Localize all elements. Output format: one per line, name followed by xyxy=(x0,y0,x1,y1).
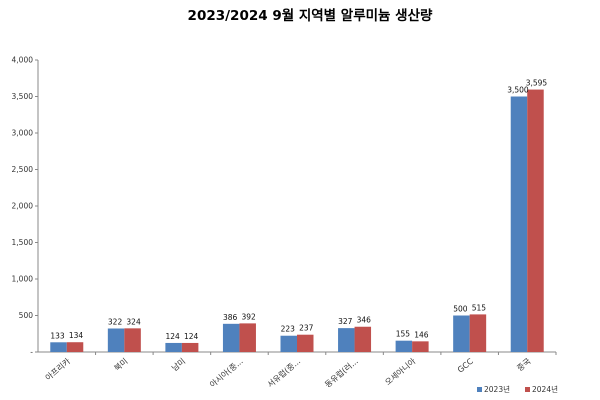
bar xyxy=(124,328,141,352)
x-tick-label: 서유럽(중... xyxy=(266,357,303,390)
bar xyxy=(66,342,84,352)
legend-label: 2024년 xyxy=(532,384,558,394)
x-tick-label: 동유럽(러... xyxy=(323,357,360,390)
data-label: 386 xyxy=(223,313,238,322)
y-tick-label: 2,500 xyxy=(12,165,34,174)
y-tick-label: 1,500 xyxy=(12,238,34,247)
bar xyxy=(412,341,429,352)
bar xyxy=(107,328,125,352)
data-label: 124 xyxy=(184,332,199,341)
data-label: 515 xyxy=(472,303,487,312)
data-label: 237 xyxy=(299,324,314,333)
data-label: 133 xyxy=(50,331,65,340)
bar xyxy=(297,334,314,352)
data-label: 223 xyxy=(281,325,296,334)
bar xyxy=(453,315,470,352)
bar xyxy=(354,326,372,352)
y-tick-label: 500 xyxy=(19,311,34,320)
y-tick-label: 3,000 xyxy=(12,129,34,138)
y-tick-label: 1,000 xyxy=(12,275,34,284)
data-label: 322 xyxy=(108,317,123,326)
data-label: 124 xyxy=(165,332,180,341)
x-tick-label: 중국 xyxy=(515,357,532,373)
y-tick-label: 4,000 xyxy=(12,56,34,65)
data-label: 392 xyxy=(242,312,257,321)
data-label: 500 xyxy=(453,305,468,314)
y-tick-label: - xyxy=(30,348,33,357)
legend: 2023년 2024년 xyxy=(477,384,558,394)
legend-label: 2023년 xyxy=(484,384,510,394)
bar xyxy=(280,335,297,352)
x-tick-label: 북미 xyxy=(113,357,130,373)
bars xyxy=(50,89,544,352)
bar xyxy=(395,340,413,352)
bar xyxy=(510,96,528,352)
bar xyxy=(527,89,544,352)
bar xyxy=(181,342,199,352)
bar xyxy=(165,342,182,352)
data-labels: 133 134 322 324 124 124 386 392 223 237 327 346 155 1… xyxy=(50,79,547,341)
data-label: 346 xyxy=(357,316,372,325)
x-tick-label: 아프리카 xyxy=(43,355,72,382)
data-label: 3,500 xyxy=(507,86,529,95)
data-label: 324 xyxy=(126,317,141,326)
legend-swatch xyxy=(525,387,530,392)
bar xyxy=(338,328,355,352)
x-tick-label: 아시아(중... xyxy=(208,356,245,390)
data-label: 327 xyxy=(338,317,353,326)
x-tick-label: GCC xyxy=(456,356,475,374)
data-label: 146 xyxy=(414,330,429,339)
data-label: 155 xyxy=(396,330,411,339)
bar xyxy=(469,314,487,352)
bar xyxy=(222,323,240,352)
legend-swatch xyxy=(477,387,482,392)
bar xyxy=(50,342,67,352)
data-label: 134 xyxy=(69,331,84,340)
y-tick-label: 2,000 xyxy=(12,202,34,211)
bar xyxy=(239,323,256,352)
x-tick-label: 오세아니아 xyxy=(383,355,418,387)
data-label: 3,595 xyxy=(526,79,548,88)
y-tick-label: 3,500 xyxy=(12,92,34,101)
chart-title: 2023/2024 9월 지역별 알루미늄 생산량 xyxy=(188,7,433,24)
x-tick-label: 남미 xyxy=(170,357,187,373)
